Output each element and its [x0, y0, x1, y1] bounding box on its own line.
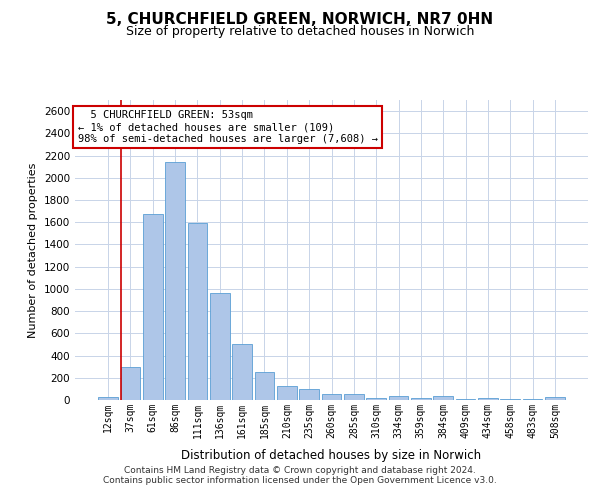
Bar — [389, 396, 409, 400]
Text: Contains public sector information licensed under the Open Government Licence v3: Contains public sector information licen… — [103, 476, 497, 485]
Text: 5 CHURCHFIELD GREEN: 53sqm
← 1% of detached houses are smaller (109)
98% of semi: 5 CHURCHFIELD GREEN: 53sqm ← 1% of detac… — [77, 110, 377, 144]
X-axis label: Distribution of detached houses by size in Norwich: Distribution of detached houses by size … — [181, 449, 482, 462]
Text: Size of property relative to detached houses in Norwich: Size of property relative to detached ho… — [126, 25, 474, 38]
Bar — [545, 397, 565, 400]
Text: 5, CHURCHFIELD GREEN, NORWICH, NR7 0HN: 5, CHURCHFIELD GREEN, NORWICH, NR7 0HN — [106, 12, 494, 28]
Bar — [143, 214, 163, 400]
Bar — [299, 389, 319, 400]
Bar — [166, 162, 185, 400]
Y-axis label: Number of detached properties: Number of detached properties — [28, 162, 38, 338]
Bar — [254, 372, 274, 400]
Bar — [433, 396, 453, 400]
Text: Contains HM Land Registry data © Crown copyright and database right 2024.: Contains HM Land Registry data © Crown c… — [124, 466, 476, 475]
Bar — [411, 398, 431, 400]
Bar — [277, 386, 296, 400]
Bar — [232, 344, 252, 400]
Bar — [210, 294, 230, 400]
Bar — [98, 397, 118, 400]
Bar — [344, 394, 364, 400]
Bar — [478, 398, 497, 400]
Bar — [121, 366, 140, 400]
Bar — [188, 224, 208, 400]
Bar — [367, 398, 386, 400]
Bar — [322, 394, 341, 400]
